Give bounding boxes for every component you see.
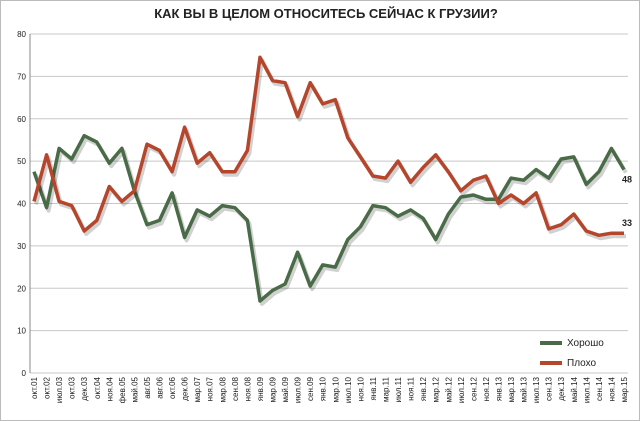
- x-tick-label: ноя.07: [206, 376, 215, 401]
- x-tick-label: июл.10: [344, 376, 353, 403]
- y-tick-label: 80: [17, 30, 26, 39]
- y-tick-label: 10: [17, 327, 26, 336]
- x-tick-label: ноя.12: [482, 376, 491, 401]
- x-tick-label: май.14: [570, 376, 579, 402]
- x-tick-label: янв.11: [369, 376, 378, 400]
- series-line: [32, 55, 624, 238]
- x-tick-label: мар.09: [269, 376, 278, 402]
- x-tick-label: окт.06: [168, 376, 177, 398]
- x-tick-label: ноя.11: [407, 376, 416, 400]
- x-tick-label: авг.06: [156, 376, 165, 398]
- x-tick-label: янв.10: [319, 376, 328, 401]
- x-tick-label: окт.04: [93, 376, 102, 398]
- y-tick-label: 60: [17, 115, 26, 124]
- y-tick-label: 40: [17, 200, 26, 209]
- x-tick-label: май.09: [281, 376, 290, 402]
- legend-label: Плохо: [567, 358, 596, 369]
- x-tick-label: май.05: [130, 376, 139, 402]
- x-tick-label: янв.12: [419, 376, 428, 401]
- x-tick-label: июл.12: [457, 376, 466, 403]
- end-value-label: 48: [622, 175, 632, 185]
- y-tick-label: 70: [17, 72, 26, 81]
- x-tick-label: май.12: [444, 376, 453, 402]
- x-tick-label: ноя.08: [243, 376, 252, 401]
- x-tick-label: июл.14: [582, 376, 591, 403]
- x-tick-label: мар.10: [331, 376, 340, 402]
- x-tick-label: дек.13: [557, 376, 566, 400]
- x-tick-label: сен.13: [545, 376, 554, 401]
- x-tick-label: сен.08: [231, 376, 240, 401]
- x-tick-label: мар.07: [193, 376, 202, 402]
- y-tick-label: 30: [17, 242, 26, 251]
- x-tick-label: окт.03: [68, 376, 77, 398]
- x-tick-label: дек.03: [80, 376, 89, 400]
- y-tick-label: 20: [17, 284, 26, 293]
- series-line: [32, 133, 626, 303]
- x-tick-label: окт.02: [43, 376, 52, 398]
- x-tick-label: мар.15: [620, 376, 629, 402]
- x-tick-label: сен.14: [595, 376, 604, 401]
- x-tick-label: янв.09: [256, 376, 265, 401]
- x-tick-label: сен.12: [469, 376, 478, 401]
- x-tick-label: июл.11: [394, 376, 403, 402]
- end-value-label: 33: [622, 218, 632, 228]
- x-tick-label: июл.03: [55, 376, 64, 403]
- legend-label: Хорошо: [567, 338, 604, 349]
- x-tick-label: мар.08: [218, 376, 227, 402]
- x-tick-label: июл.09: [294, 376, 303, 403]
- x-tick-label: сен.09: [306, 376, 315, 401]
- x-tick-label: янв.13: [494, 376, 503, 401]
- x-tick-label: мар.13: [507, 376, 516, 402]
- x-tick-label: дек.06: [181, 376, 190, 400]
- line-shadow: [34, 58, 626, 241]
- x-tick-label: окт.01: [30, 376, 39, 398]
- x-tick-label: июл.13: [532, 376, 541, 403]
- x-tick-label: ноя.10: [356, 376, 365, 401]
- x-tick-label: фев.05: [118, 376, 127, 403]
- x-tick-label: мар.11: [381, 376, 390, 401]
- x-tick-label: май.13: [520, 376, 529, 402]
- x-tick-label: авг.05: [143, 376, 152, 398]
- y-tick-label: 50: [17, 157, 26, 166]
- x-tick-label: ноя.04: [105, 376, 114, 401]
- x-tick-label: мар.12: [432, 376, 441, 402]
- y-tick-label: 0: [22, 369, 27, 378]
- x-tick-label: ноя.14: [607, 376, 616, 401]
- chart-title: КАК ВЫ В ЦЕЛОМ ОТНОСИТЕСЬ СЕЙЧАС К ГРУЗИ…: [154, 6, 498, 21]
